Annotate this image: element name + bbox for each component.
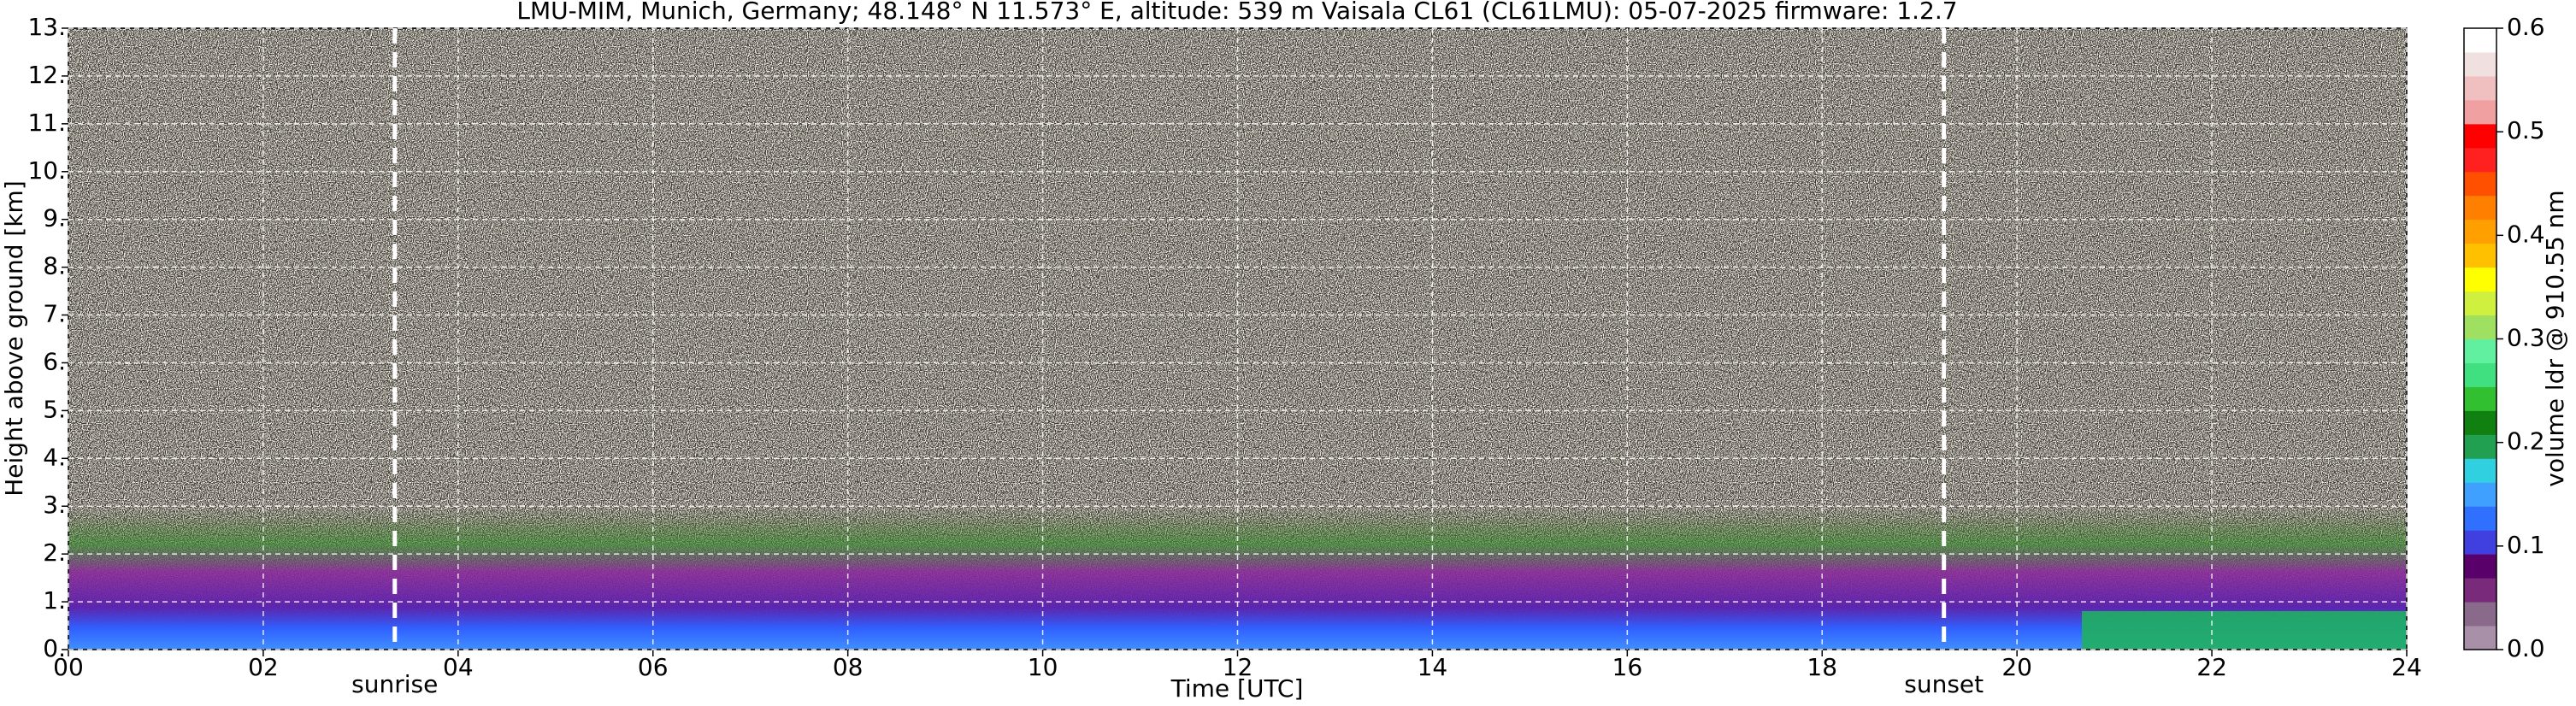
x-tick-label: 20 — [2001, 653, 2032, 681]
colorbar-label: volume ldr @ 910.55 nm — [2541, 190, 2569, 486]
annotation-label: sunset — [1904, 670, 1984, 698]
colorbar-segment — [2464, 315, 2496, 339]
x-tick-label: 06 — [638, 653, 669, 681]
colorbar-segment — [2464, 147, 2496, 173]
colorbar-segment — [2464, 362, 2496, 387]
x-tick-label: 08 — [833, 653, 864, 681]
x-tick-label: 02 — [248, 653, 279, 681]
y-tick-label: 13. — [27, 13, 66, 41]
x-tick-label: 16 — [1612, 653, 1643, 681]
colorbar-segment — [2464, 458, 2496, 483]
colorbar-tick-label: 0.2 — [2507, 427, 2545, 456]
x-tick-label: 14 — [1418, 653, 1448, 681]
colorbar-segment — [2464, 434, 2496, 459]
y-tick-label: 2. — [43, 538, 66, 567]
y-tick-label: 10. — [27, 156, 66, 185]
colorbar-tick-label: 0.0 — [2507, 634, 2545, 662]
colorbar-segment — [2464, 602, 2496, 627]
colorbar-tick-label: 0.1 — [2507, 531, 2545, 559]
colorbar-segment — [2464, 123, 2496, 149]
y-tick-label: 0. — [43, 634, 66, 662]
colorbar-segment — [2464, 386, 2496, 411]
colorbar-segment — [2464, 410, 2496, 435]
colorbar-segment — [2464, 291, 2496, 316]
colorbar-segment — [2464, 219, 2496, 244]
colorbar-segment — [2464, 482, 2496, 507]
x-tick-label: 00 — [53, 653, 84, 681]
colorbar-segment — [2464, 243, 2496, 268]
colorbar-segment — [2464, 554, 2496, 579]
colorbar-segment — [2464, 338, 2496, 363]
x-tick-label: 12 — [1223, 653, 1253, 681]
y-tick-label: 12. — [27, 61, 66, 89]
x-tick-label: 10 — [1028, 653, 1058, 681]
x-tick-label: 18 — [1807, 653, 1837, 681]
colorbar-segment — [2464, 578, 2496, 603]
colorbar-segment — [2464, 195, 2496, 221]
x-axis-label: Time [UTC] — [1170, 674, 1304, 703]
colorbar-segment — [2464, 28, 2496, 53]
colorbar-segment — [2464, 51, 2496, 77]
annotation-label: sunrise — [351, 670, 438, 698]
colorbar-segment — [2464, 626, 2496, 650]
colorbar-segment — [2464, 506, 2496, 531]
colorbar-tick-label: 0.5 — [2507, 116, 2545, 144]
y-tick-label: 7. — [43, 300, 66, 328]
colorbar-segment — [2464, 99, 2496, 125]
colorbar-tick-label: 0.4 — [2507, 220, 2545, 248]
y-tick-label: 5. — [43, 395, 66, 423]
x-tick-label: 24 — [2391, 653, 2422, 681]
colorbar-segment — [2464, 267, 2496, 292]
y-tick-label: 3. — [43, 491, 66, 519]
y-tick-label: 9. — [43, 204, 66, 232]
y-tick-label: 4. — [43, 443, 66, 471]
y-tick-label: 11. — [27, 109, 66, 137]
x-tick-label: 04 — [443, 653, 474, 681]
x-tick-label: 22 — [2196, 653, 2227, 681]
y-tick-label: 8. — [43, 252, 66, 280]
y-tick-label: 6. — [43, 347, 66, 375]
chart-title: LMU-MIM, Munich, Germany; 48.148° N 11.5… — [516, 0, 1957, 25]
colorbar-segment — [2464, 530, 2496, 555]
y-tick-label: 1. — [43, 586, 66, 615]
colorbar-tick-label: 0.6 — [2507, 13, 2545, 41]
colorbar-segment — [2464, 171, 2496, 197]
colorbar-segment — [2464, 75, 2496, 101]
y-axis-label: Height above ground [km] — [0, 180, 28, 497]
colorbar-tick-label: 0.3 — [2507, 324, 2545, 352]
